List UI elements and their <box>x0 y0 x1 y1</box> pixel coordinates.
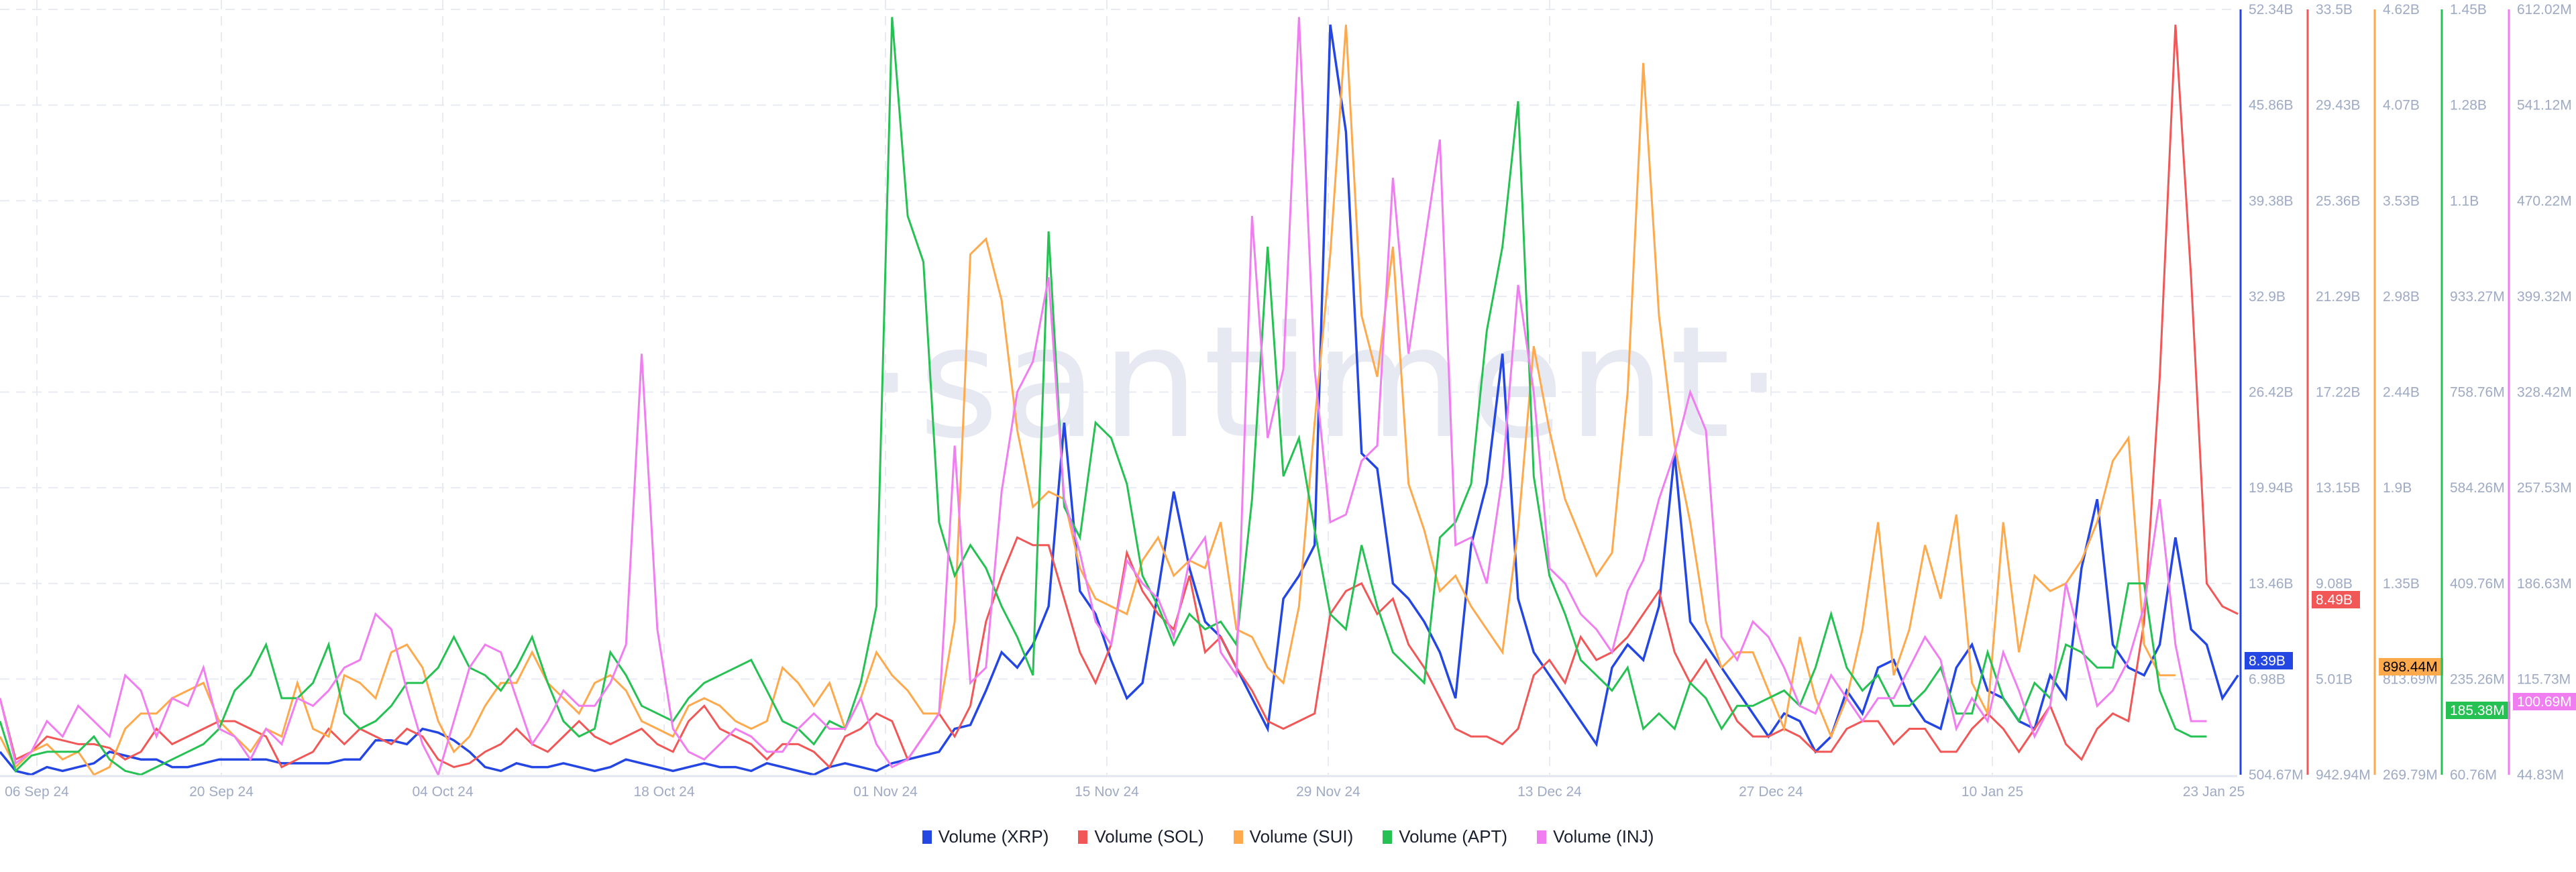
x-tick-label: 13 Dec 24 <box>1517 784 1582 800</box>
legend-swatch-xrp <box>922 830 932 844</box>
current-value-text: 8.49B <box>2316 592 2353 608</box>
x-axis-ticks: 06 Sep 24 20 Sep 24 04 Oct 24 18 Oct 24 01 N… <box>5 784 2245 800</box>
legend-label: Volume (SUI) <box>1249 826 1354 847</box>
legend-label: Volume (SOL) <box>1094 826 1204 847</box>
y-tick-label: 33.5B <box>2316 2 2353 17</box>
series-lines <box>0 17 2239 778</box>
y-tick-label: 13.46B <box>2249 576 2294 592</box>
y-tick-label: 60.76M <box>2450 767 2497 783</box>
y-tick-label: 2.44B <box>2383 385 2420 400</box>
x-tick-label: 15 Nov 24 <box>1075 784 1139 800</box>
y-tick-label: 758.76M <box>2450 385 2505 400</box>
y-tick-label: 269.79M <box>2383 767 2438 783</box>
legend-swatch-sol <box>1078 830 1088 844</box>
legend-label: Volume (APT) <box>1399 826 1508 847</box>
y-tick-label: 45.86B <box>2249 98 2294 113</box>
y-tick-label: 25.36B <box>2316 193 2361 209</box>
legend-item-inj[interactable]: Volume (INJ) <box>1537 826 1654 847</box>
y-tick-label: 32.9B <box>2249 289 2286 305</box>
y-tick-label: 21.29B <box>2316 289 2361 305</box>
y-tick-label: 3.53B <box>2383 193 2420 209</box>
current-value-badge <box>2446 702 2510 719</box>
current-value-badge <box>2379 658 2443 675</box>
chart-legend: Volume (XRP) Volume (SOL) Volume (SUI) V… <box>0 826 2576 847</box>
y-tick-label: 409.76M <box>2450 576 2505 592</box>
y-tick-label: 5.01B <box>2316 671 2353 687</box>
current-value-text: 898.44M <box>2383 659 2438 675</box>
y-tick-label: 1.1B <box>2450 193 2479 209</box>
x-tick-label: 10 Jan 25 <box>1962 784 2023 800</box>
legend-item-sui[interactable]: Volume (SUI) <box>1233 826 1354 847</box>
y-tick-label: 1.28B <box>2450 98 2487 113</box>
y-tick-label: 26.42B <box>2249 385 2294 400</box>
x-tick-label: 01 Nov 24 <box>853 784 918 800</box>
y-tick-label: 399.32M <box>2517 289 2572 305</box>
y-tick-label: 584.26M <box>2450 480 2505 496</box>
x-tick-label: 04 Oct 24 <box>412 784 473 800</box>
y-tick-label: 933.27M <box>2450 289 2505 305</box>
series-line-volumeapt[interactable] <box>0 17 2207 776</box>
y-tick-label: 813.69M <box>2383 671 2438 687</box>
legend-swatch-inj <box>1537 830 1547 844</box>
x-tick-label: 27 Dec 24 <box>1739 784 1803 800</box>
y-tick-label: 29.43B <box>2316 98 2361 113</box>
y-tick-label: 328.42M <box>2517 385 2572 400</box>
current-value-badge <box>2312 591 2360 608</box>
current-value-badge <box>2513 693 2576 710</box>
legend-item-xrp[interactable]: Volume (XRP) <box>922 826 1049 847</box>
y-tick-label: 6.98B <box>2249 671 2286 687</box>
y-tick-label: 4.62B <box>2383 2 2420 17</box>
y-tick-label: 235.26M <box>2450 671 2505 687</box>
y-tick-label: 2.98B <box>2383 289 2420 305</box>
series-line-volumeinj[interactable] <box>0 17 2207 778</box>
legend-item-sol[interactable]: Volume (SOL) <box>1078 826 1204 847</box>
x-tick-label: 18 Oct 24 <box>633 784 694 800</box>
current-value-text: 185.38M <box>2450 703 2505 718</box>
legend-swatch-sui <box>1233 830 1243 844</box>
legend-label: Volume (XRP) <box>938 826 1049 847</box>
y-tick-label: 504.67M <box>2249 767 2304 783</box>
legend-label: Volume (INJ) <box>1553 826 1654 847</box>
series-line-volumexrp[interactable] <box>0 24 2239 776</box>
y-tick-label: 9.08B <box>2316 576 2353 592</box>
y-tick-label: 612.02M <box>2517 2 2572 17</box>
legend-item-apt[interactable]: Volume (APT) <box>1383 826 1507 847</box>
x-tick-label: 29 Nov 24 <box>1296 784 1360 800</box>
y-tick-label: 52.34B <box>2249 2 2294 17</box>
y-tick-label: 39.38B <box>2249 193 2294 209</box>
y-tick-label: 13.15B <box>2316 480 2361 496</box>
y-tick-label: 1.35B <box>2383 576 2420 592</box>
current-value-text: 100.69M <box>2517 694 2572 710</box>
y-tick-label: 115.73M <box>2517 671 2571 687</box>
current-value-badge <box>2245 652 2293 669</box>
y-tick-label: 470.22M <box>2517 193 2572 209</box>
x-tick-label: 06 Sep 24 <box>5 784 69 800</box>
x-tick-label: 23 Jan 25 <box>2183 784 2245 800</box>
y-tick-label: 1.9B <box>2383 480 2412 496</box>
y-tick-label: 186.63M <box>2517 576 2572 592</box>
y-tick-label: 1.45B <box>2450 2 2487 17</box>
y-tick-label: 257.53M <box>2517 480 2572 496</box>
y-tick-label: 4.07B <box>2383 98 2420 113</box>
y-tick-label: 541.12M <box>2517 98 2572 113</box>
y-tick-label: 17.22B <box>2316 385 2361 400</box>
y-tick-label: 942.94M <box>2316 767 2371 783</box>
x-tick-label: 20 Sep 24 <box>189 784 254 800</box>
y-tick-label: 19.94B <box>2249 480 2294 496</box>
current-value-text: 8.39B <box>2249 653 2286 669</box>
y-axes: 52.34B 45.86B 39.38B 32.9B 26.42B 19.94B 13.46… <box>2239 2 2576 783</box>
y-tick-label: 44.83M <box>2517 767 2564 783</box>
legend-swatch-apt <box>1383 830 1393 844</box>
